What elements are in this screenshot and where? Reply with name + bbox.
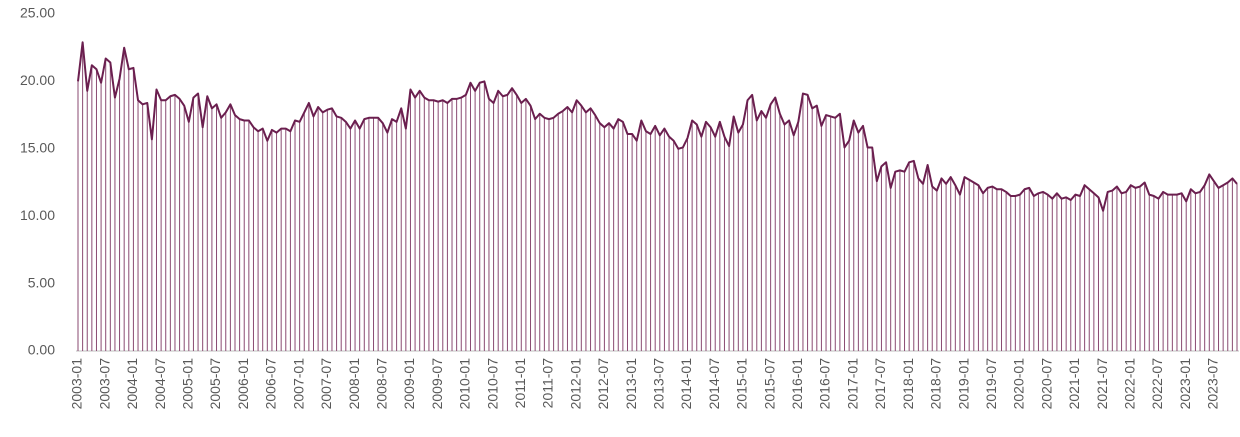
x-tick-label: 2008-01 bbox=[346, 358, 362, 410]
x-tick-label: 2006-01 bbox=[235, 358, 251, 410]
x-tick-label: 2022-07 bbox=[1149, 358, 1165, 410]
x-tick-label: 2004-01 bbox=[124, 358, 140, 410]
x-tick-label: 2007-01 bbox=[290, 358, 306, 410]
data-line bbox=[77, 41, 1238, 212]
x-tick-label: 2013-07 bbox=[651, 358, 667, 410]
x-tick-label: 2013-01 bbox=[623, 358, 639, 410]
x-tick-label: 2005-07 bbox=[207, 358, 223, 410]
x-tick-label: 2018-07 bbox=[928, 358, 944, 410]
x-tick-label: 2023-07 bbox=[1205, 358, 1221, 410]
x-tick-label: 2009-01 bbox=[401, 358, 417, 410]
y-tick-label: 0.00 bbox=[28, 342, 55, 358]
x-tick-label: 2020-01 bbox=[1011, 358, 1027, 410]
y-tick-label: 10.00 bbox=[20, 207, 55, 223]
x-tick-label: 2011-01 bbox=[512, 358, 528, 409]
x-tick-label: 2023-01 bbox=[1177, 358, 1193, 410]
x-tick-label: 2020-07 bbox=[1038, 358, 1054, 410]
x-tick-label: 2014-07 bbox=[706, 358, 722, 410]
x-tick-label: 2017-01 bbox=[844, 358, 860, 410]
x-tick-label: 2012-07 bbox=[595, 358, 611, 410]
x-tick-label: 2016-01 bbox=[789, 358, 805, 410]
x-tick-label: 2021-01 bbox=[1066, 358, 1082, 410]
x-tick-label: 2008-07 bbox=[373, 358, 389, 410]
x-tick-label: 2019-01 bbox=[955, 358, 971, 410]
x-tick-label: 2003-07 bbox=[96, 358, 112, 410]
x-tick-label: 2010-07 bbox=[484, 358, 500, 410]
x-tick-label: 2009-07 bbox=[429, 358, 445, 410]
x-tick-label: 2022-01 bbox=[1121, 358, 1137, 410]
y-tick-label: 15.00 bbox=[20, 140, 55, 156]
x-tick-label: 2014-01 bbox=[678, 358, 694, 410]
x-tick-label: 2016-07 bbox=[817, 358, 833, 410]
x-tick-label: 2015-07 bbox=[761, 358, 777, 410]
x-tick-label: 2015-01 bbox=[734, 358, 750, 410]
x-tick-label: 2005-01 bbox=[180, 358, 196, 410]
y-tick-label: 20.00 bbox=[20, 72, 55, 88]
x-tick-label: 2004-07 bbox=[152, 358, 168, 410]
x-tick-label: 2019-07 bbox=[983, 358, 999, 410]
x-tick-label: 2006-07 bbox=[263, 358, 279, 410]
y-tick-label: 5.00 bbox=[28, 274, 55, 290]
x-tick-label: 2010-01 bbox=[457, 358, 473, 410]
x-tick-label: 2012-01 bbox=[567, 358, 583, 410]
x-tick-label: 2011-07 bbox=[540, 358, 556, 409]
x-tick-label: 2018-01 bbox=[900, 358, 916, 410]
y-tick-label: 25.00 bbox=[20, 5, 55, 21]
x-tick-label: 2003-01 bbox=[69, 358, 85, 410]
x-tick-label: 2017-07 bbox=[872, 358, 888, 410]
x-tick-label: 2021-07 bbox=[1094, 358, 1110, 410]
x-tick-label: 2007-07 bbox=[318, 358, 334, 410]
